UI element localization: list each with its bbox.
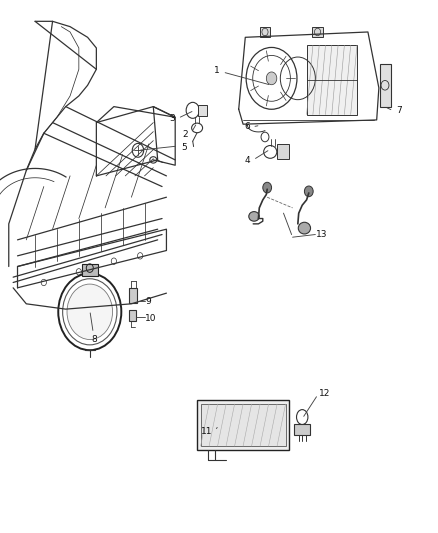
Circle shape bbox=[304, 186, 313, 197]
Text: 5: 5 bbox=[181, 143, 187, 151]
Text: 13: 13 bbox=[316, 230, 328, 239]
Bar bbox=[307, 45, 357, 115]
Bar bbox=[277, 144, 289, 159]
Bar bbox=[198, 105, 207, 116]
Circle shape bbox=[67, 284, 113, 340]
Ellipse shape bbox=[298, 222, 311, 234]
Text: 7: 7 bbox=[396, 107, 402, 115]
Text: 1: 1 bbox=[214, 66, 220, 75]
Text: 12: 12 bbox=[319, 389, 330, 398]
Text: 8: 8 bbox=[91, 335, 97, 344]
Text: 9: 9 bbox=[145, 297, 151, 305]
Bar bbox=[294, 424, 310, 435]
Text: 6: 6 bbox=[244, 122, 250, 131]
Text: 10: 10 bbox=[145, 314, 157, 322]
Bar bbox=[201, 404, 286, 446]
Bar bbox=[129, 288, 137, 303]
Text: 4: 4 bbox=[245, 157, 251, 165]
Text: 11: 11 bbox=[201, 427, 212, 436]
Text: 2: 2 bbox=[183, 130, 188, 139]
Bar bbox=[197, 400, 289, 450]
Bar bbox=[260, 27, 270, 37]
Ellipse shape bbox=[249, 212, 259, 221]
Bar bbox=[312, 27, 323, 37]
Text: 3: 3 bbox=[170, 114, 175, 123]
Bar bbox=[82, 264, 98, 276]
Circle shape bbox=[266, 72, 277, 85]
Circle shape bbox=[263, 182, 272, 193]
Bar bbox=[129, 310, 136, 321]
Bar bbox=[380, 64, 391, 107]
